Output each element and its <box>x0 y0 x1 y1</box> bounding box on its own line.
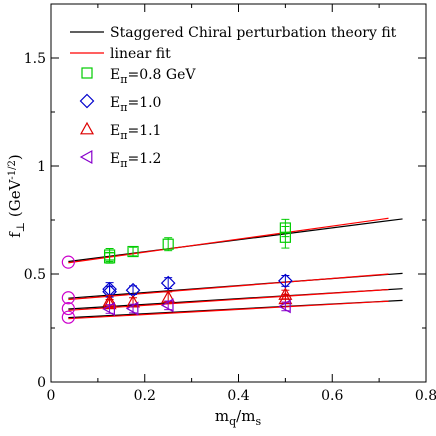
legend-entry-1-text: =1.0 <box>127 95 161 111</box>
legend-entry-1-label: Eπ=1.0 <box>110 95 161 114</box>
legend-entry-0-label: Eπ=0.8 GeV <box>110 67 196 86</box>
y-tick-label-3: 1.5 <box>24 51 46 67</box>
data-marks <box>61 218 293 324</box>
legend-entry-0-text: =0.8 GeV <box>127 67 196 83</box>
series-3-point-3 <box>278 299 291 314</box>
x-tick-label-1: 0.2 <box>134 388 156 404</box>
legend-entry-0-marker <box>81 67 93 79</box>
series-3-point-2 <box>160 298 174 313</box>
legend-entry-3-prefix: E <box>110 151 120 167</box>
y-axis-label-sub: ⊥ <box>14 222 27 232</box>
y-axis-label-unit-sup: -1/2 <box>7 160 18 179</box>
y-tick-label-2: 1 <box>37 159 46 175</box>
series-1-point-3 <box>160 275 176 291</box>
y-axis-label-unit-open: (GeV <box>6 178 24 221</box>
chiral-point-2 <box>61 301 75 316</box>
axis-ticks: 0 0.2 0.4 0.6 0.8 0 0.5 1 1.5 <box>24 4 436 404</box>
series-0-point-1 <box>103 252 116 264</box>
series-0-point-5 <box>279 231 291 243</box>
legend: Staggered Chiral perturbation theory fit… <box>70 25 397 170</box>
x-tick-label-4: 0.8 <box>415 388 436 404</box>
red-fit-line-0 <box>68 217 389 264</box>
plot-frame <box>50 3 427 383</box>
y-tick-label-0: 0 <box>37 375 46 391</box>
legend-red-fit-label: linear fit <box>110 46 171 62</box>
red-fit-line-1 <box>68 273 389 301</box>
legend-entry-3-label: Eπ=1.2 <box>110 151 161 170</box>
x-tick-label-2: 0.4 <box>227 388 249 404</box>
series-0-point-3 <box>162 238 174 250</box>
y-axis-label: f⊥ (GeV-1/2) <box>6 154 27 238</box>
y-tick-label-1: 0.5 <box>24 267 46 283</box>
legend-entry-3-sub: π <box>120 157 127 170</box>
chiral-point-3 <box>61 310 75 324</box>
legend-entry-0-sub: π <box>120 73 127 86</box>
x-tick-label-0: 0 <box>47 388 56 404</box>
x-axis-label-mid: /m <box>236 407 255 425</box>
legend-entry-2-sub: π <box>120 129 127 142</box>
legend-entry-2-prefix: E <box>110 123 120 139</box>
x-axis-label-sub1: q <box>229 415 236 428</box>
legend-markers <box>79 67 95 165</box>
legend-entry-3-marker <box>79 149 93 165</box>
legend-entry-0-prefix: E <box>110 67 120 83</box>
legend-entry-3-text: =1.2 <box>127 151 161 167</box>
legend-entry-2-label: Eπ=1.1 <box>110 123 161 142</box>
legend-black-fit-label: Staggered Chiral perturbation theory fit <box>110 25 397 41</box>
legend-entry-2-text: =1.1 <box>127 123 161 139</box>
x-axis-label: mq/ms <box>215 407 262 428</box>
red-fit-line-3 <box>68 300 389 320</box>
y-axis-label-unit-close: ) <box>6 154 24 160</box>
chiral-point-0 <box>61 255 75 269</box>
legend-entry-2-marker <box>79 121 95 135</box>
x-tick-label-3: 0.6 <box>321 388 343 404</box>
black-fit-line-0 <box>68 218 403 263</box>
red-fit-line-2 <box>68 288 389 311</box>
fit-lines <box>68 217 403 320</box>
series-3-point-1 <box>125 301 139 316</box>
series-0-point-2 <box>127 245 139 258</box>
series-3-point-0 <box>102 301 115 317</box>
legend-entry-1-sub: π <box>120 101 127 114</box>
chiral-point-1 <box>61 291 75 305</box>
legend-entry-1-marker <box>79 93 95 109</box>
y-axis-label-main: f <box>6 231 24 238</box>
x-axis-label-main: m <box>215 407 229 425</box>
x-axis-label-sub2: s <box>255 415 261 428</box>
legend-entry-1-prefix: E <box>110 95 120 111</box>
